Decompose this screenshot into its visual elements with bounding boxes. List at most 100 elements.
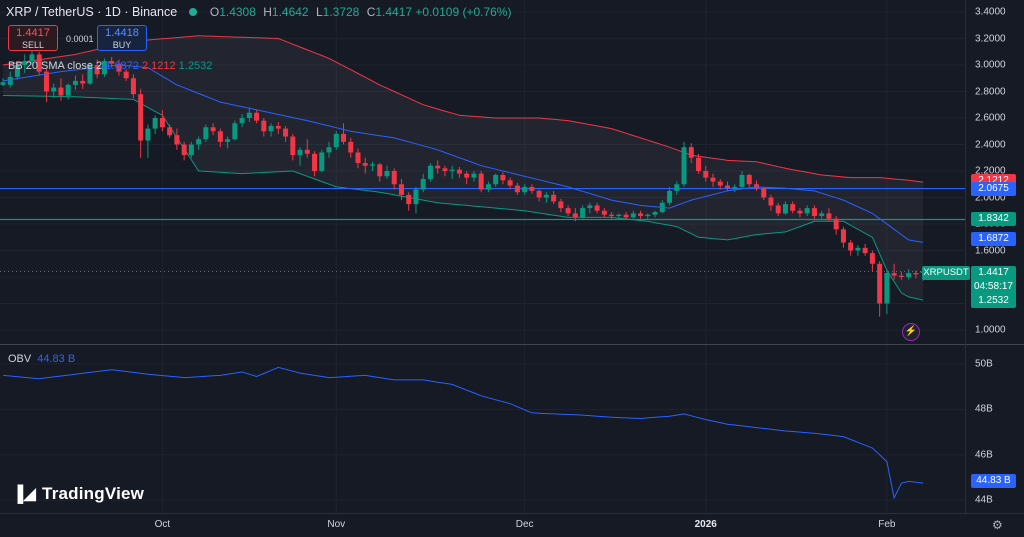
price-tick-label: 3.0000 [975,59,1006,71]
candle-body [145,128,151,141]
candle-body [406,194,412,205]
candle-body [906,273,912,277]
candle-body [710,177,716,182]
hline-blue-tag: 2.0675 [971,181,1016,196]
candle-body [717,181,723,186]
candle-body [674,184,680,191]
candle-body [485,184,491,190]
bollinger-label: BB 20 SMA close 2 [8,60,103,72]
candle-body [507,180,513,186]
candle-body [355,152,361,164]
candle-body [203,127,209,140]
candle-body [551,194,557,202]
candle-body [420,178,426,190]
candle-body [580,208,586,218]
candle-body [609,214,615,217]
bollinger-mid-line [2,64,924,243]
candle-body [891,273,897,276]
candle-body [167,127,173,136]
low-label: L [315,5,323,19]
sell-button[interactable]: 1.4417 SELL [8,25,58,51]
candle-body [688,147,694,158]
buy-price: 1.4418 [105,27,139,39]
candle-body [696,157,702,171]
candle-body [348,141,354,153]
price-tick-label: 3.4000 [975,6,1006,18]
obv-tick-label: 46B [975,449,993,461]
obv-legend[interactable]: OBV 44.83 B [8,353,75,365]
candle-body [435,165,441,169]
candle-body [413,189,419,205]
candle-body [869,253,875,264]
candle-body [181,144,187,156]
obv-value-tag: 44.83 B [971,474,1016,489]
buy-button[interactable]: 1.4418 BUY [97,25,147,51]
candle-body [819,213,825,217]
bollinger-band-fill [3,35,924,301]
close-label: C [366,5,376,19]
candle-body [51,87,57,92]
gear-icon[interactable]: ⚙ [992,518,1003,532]
candle-body [427,165,433,179]
low-value: 1.3728 [322,5,360,19]
grid [0,0,965,513]
candle-body [638,213,644,217]
candle-body [217,131,223,142]
candle-body [471,173,477,178]
candle-body [130,78,136,95]
candle-body [210,127,216,132]
candles [0,50,926,317]
bb-mid-tag: 1.6872 [971,231,1016,246]
candle-body [790,204,796,211]
price-tick-label: 2.6000 [975,112,1006,124]
candle-body [826,213,832,219]
candle-body [753,184,759,189]
candle-body [478,173,484,190]
obv-label: OBV [8,353,32,365]
symbol-title[interactable]: XRP / TetherUS · 1D · Binance [6,5,178,19]
candle-body [22,61,28,65]
time-tick-label: Feb [878,519,896,530]
candle-body [80,80,86,84]
candle-body [493,174,499,185]
buy-label: BUY [112,40,132,50]
time-tick-label: Dec [515,519,534,530]
candle-body [87,65,93,84]
price-tick-label: 1.0000 [975,324,1006,336]
obv-tick-label: 44B [975,494,993,506]
candle-body [652,212,658,215]
candle-body [58,87,64,96]
sell-price: 1.4417 [16,27,50,39]
candle-body [152,118,158,129]
change-value: +0.0109 (+0.76%) [415,5,512,19]
candle-body [138,94,144,141]
bollinger-legend[interactable]: BB 20 SMA close 2 1.6872 2.1212 1.2532 [8,60,212,72]
tradingview-logo[interactable]: ▐◢ TradingView [12,484,144,504]
candle-body [456,169,462,174]
candle-body [261,120,267,132]
candle-body [782,204,788,214]
candle-body [319,152,325,171]
candle-body [804,208,810,214]
price-tick-label: 2.8000 [975,86,1006,97]
candle-body [522,186,528,193]
tradingview-logo-icon: ▐◢ [12,486,37,503]
last-price-value: 1.4417 [978,267,1009,278]
candle-body [862,247,868,254]
candle-body [732,186,738,189]
candle-body [587,205,593,209]
chart-header: XRP / TetherUS · 1D · Binance O1.4308 H1… [6,5,511,19]
candle-body [768,197,774,206]
candle-body [36,54,42,72]
current-price-tag: 1.4417 04:58:17 1.2532 [971,266,1016,308]
candle-body [746,174,752,185]
candle-body [326,147,332,153]
candle-body [898,275,904,277]
lightning-icon[interactable]: ⚡ [902,323,920,341]
candle-body [246,112,252,118]
candle-body [369,164,375,166]
candle-body [536,190,542,198]
candle-body [667,190,673,203]
candle-body [7,76,13,85]
